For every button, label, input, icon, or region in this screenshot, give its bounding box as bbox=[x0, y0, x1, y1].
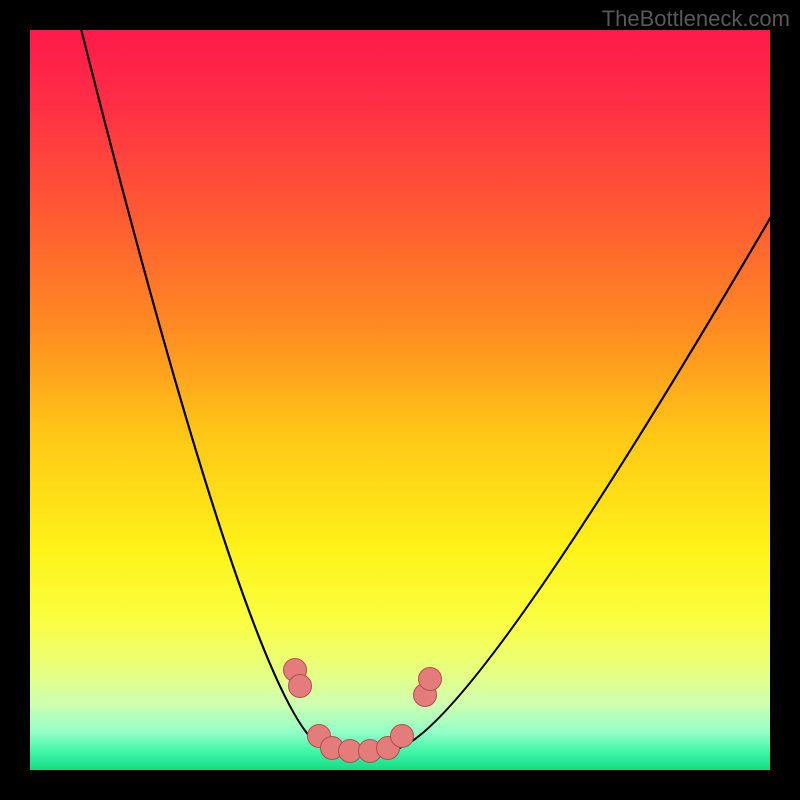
watermark-text: TheBottleneck.com bbox=[602, 6, 790, 32]
data-marker bbox=[418, 667, 442, 691]
left-curve bbox=[75, 30, 330, 750]
right-curve bbox=[390, 215, 770, 750]
data-marker bbox=[390, 724, 414, 748]
plot-area bbox=[30, 30, 770, 770]
data-marker bbox=[288, 674, 312, 698]
curve-layer bbox=[30, 30, 770, 770]
